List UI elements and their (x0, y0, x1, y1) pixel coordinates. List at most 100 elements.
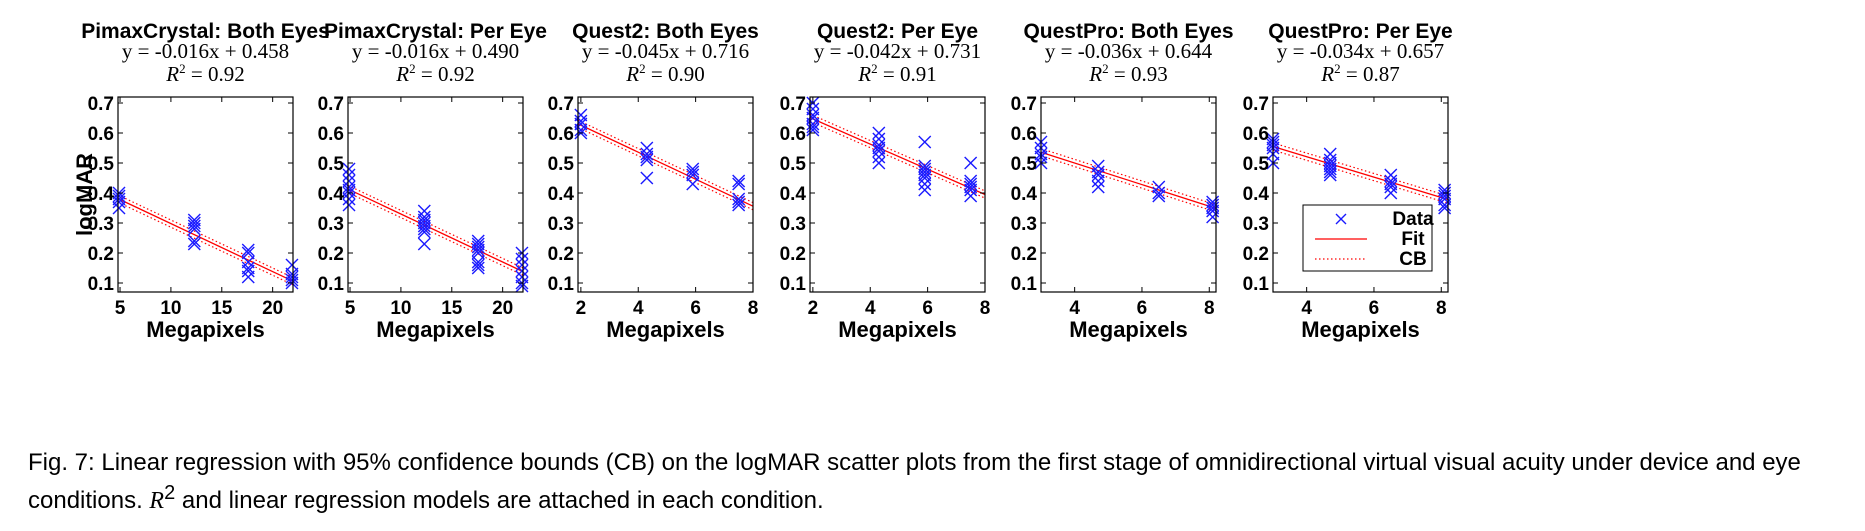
x-axis-label: Megapixels (376, 317, 495, 342)
data-point (806, 111, 820, 125)
regression-equation: y = -0.034x + 0.657 (1277, 39, 1444, 63)
y-tick-label: 0.2 (780, 244, 806, 265)
data-point (1091, 180, 1105, 194)
y-tick-label: 0.6 (1243, 124, 1269, 145)
y-tick-label: 0.3 (780, 214, 806, 235)
r-squared-label: R2 = 0.93 (1088, 61, 1167, 86)
confidence-bound-upper (117, 194, 294, 279)
data-point (342, 162, 356, 176)
caption-r2-symbol: R (149, 488, 165, 514)
data-point (918, 171, 932, 185)
panel-title: PimaxCrystal: Per Eye (324, 20, 547, 43)
x-tick-label: 20 (262, 298, 283, 319)
data-point (1091, 159, 1105, 173)
fit-line (1040, 151, 1217, 209)
data-point (640, 147, 654, 161)
data-point (285, 258, 299, 272)
data-point (342, 168, 356, 182)
data-point (1091, 165, 1105, 179)
data-point (241, 246, 255, 260)
data-point (285, 273, 299, 287)
x-tick-label: 15 (441, 298, 463, 319)
data-point (1323, 147, 1337, 161)
data-point (417, 237, 431, 251)
confidence-bound-upper (809, 113, 986, 192)
fit-line (809, 117, 986, 196)
panel-title: Quest2: Per Eye (817, 20, 978, 43)
data-point (471, 234, 485, 248)
plot-frame (809, 96, 986, 293)
data-point (732, 174, 746, 188)
plot-frame (1040, 96, 1217, 293)
data-point (471, 261, 485, 275)
data-point (241, 243, 255, 257)
data-point (1323, 159, 1337, 173)
x-tick-label: 4 (633, 298, 644, 319)
data-point (686, 177, 700, 191)
x-tick-label: 4 (1301, 298, 1312, 319)
r-squared-label: R2 = 0.92 (165, 61, 244, 86)
data-point (732, 198, 746, 212)
y-tick-label: 0.6 (1011, 124, 1037, 145)
data-point (732, 195, 746, 209)
panel-title: QuestPro: Per Eye (1268, 20, 1452, 43)
data-point (515, 252, 529, 266)
data-point (872, 141, 886, 155)
confidence-bound-upper (1040, 148, 1217, 206)
data-point (112, 195, 126, 209)
data-point (515, 264, 529, 278)
data-point (187, 216, 201, 230)
x-tick-label: 6 (1369, 298, 1380, 319)
y-tick-label: 0.2 (1011, 244, 1037, 265)
data-point (471, 237, 485, 251)
data-point (112, 189, 126, 203)
regression-equation: y = -0.045x + 0.716 (582, 39, 749, 63)
r-squared-label: R2 = 0.91 (857, 61, 936, 86)
fit-line (347, 188, 524, 273)
data-point (918, 162, 932, 176)
confidence-bound-lower (117, 201, 294, 286)
y-tick-label: 0.3 (1011, 214, 1037, 235)
fit-line (117, 198, 294, 282)
data-point (732, 192, 746, 206)
data-point (515, 258, 529, 272)
data-point (417, 210, 431, 224)
confidence-bound-upper (347, 184, 524, 269)
data-point (1152, 180, 1166, 194)
data-point (964, 183, 978, 197)
legend-data-marker (1335, 213, 1347, 225)
data-point (417, 204, 431, 218)
data-point (1438, 192, 1452, 206)
y-tick-label: 0.5 (88, 154, 115, 175)
data-point (686, 162, 700, 176)
y-tick-label: 0.5 (318, 154, 345, 175)
data-point (417, 225, 431, 239)
data-point (471, 243, 485, 257)
data-point (112, 192, 126, 206)
y-tick-label: 0.1 (780, 274, 807, 295)
data-point (918, 183, 932, 197)
r-squared-label: R2 = 0.90 (625, 61, 704, 86)
plot-frame (577, 96, 754, 293)
data-point (342, 198, 356, 212)
x-axis-label: Megapixels (1069, 317, 1188, 342)
data-point (1384, 177, 1398, 191)
x-tick-label: 5 (115, 298, 126, 319)
data-point (285, 267, 299, 281)
y-tick-label: 0.5 (1011, 154, 1038, 175)
data-point (918, 135, 932, 149)
data-point (806, 117, 820, 131)
data-point (1323, 156, 1337, 170)
confidence-bound-lower (809, 120, 986, 199)
data-point (1206, 195, 1220, 209)
data-point (342, 183, 356, 197)
data-point (1206, 210, 1220, 224)
data-point (1384, 168, 1398, 182)
data-point (640, 171, 654, 185)
data-point (964, 174, 978, 188)
legend-label: Data (1392, 209, 1434, 230)
x-tick-label: 2 (576, 298, 587, 319)
y-tick-label: 0.7 (548, 94, 574, 115)
data-point (1438, 201, 1452, 215)
